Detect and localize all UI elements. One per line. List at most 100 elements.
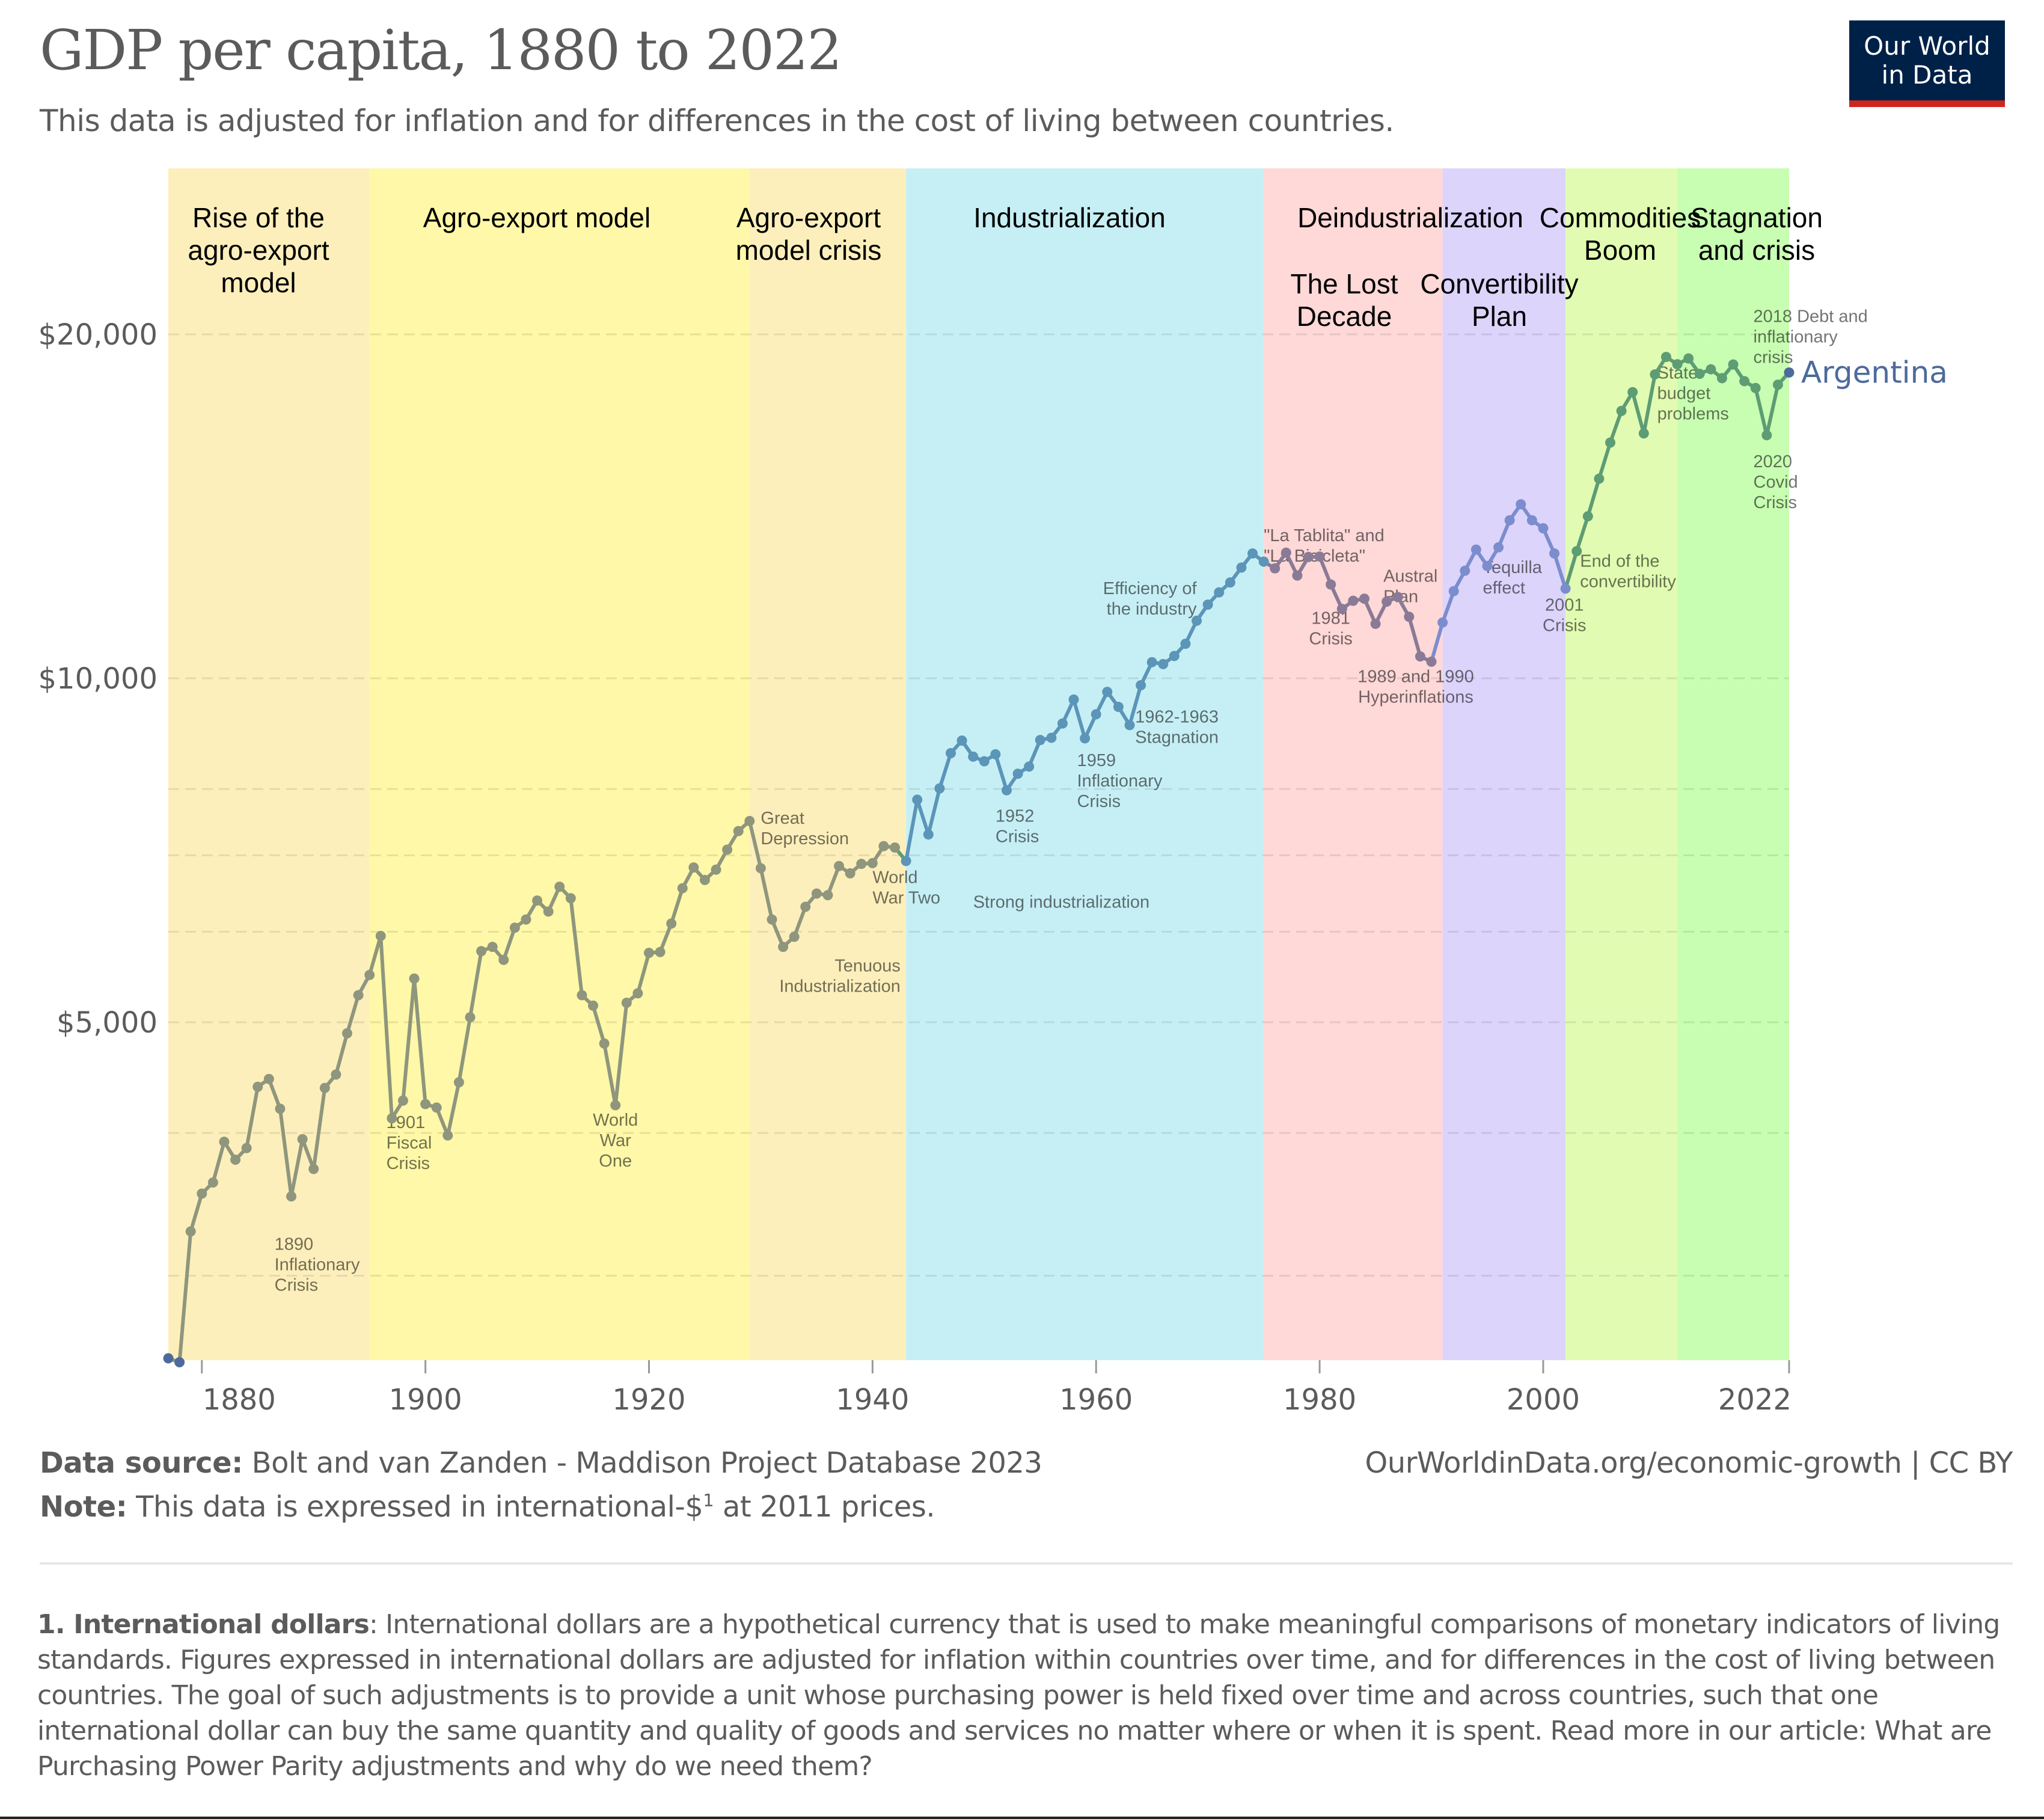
annotation: Tenuous Industrialization — [779, 956, 901, 996]
annotation: 1952 Crisis — [996, 807, 1039, 847]
data-point — [1616, 405, 1627, 416]
series-segment — [1586, 477, 1601, 518]
annotation-line: Depression — [760, 829, 849, 848]
annotation-line: Crisis — [996, 827, 1039, 847]
data-point — [1202, 600, 1213, 610]
data-point — [219, 1136, 230, 1147]
data-point — [509, 922, 520, 933]
data-point — [364, 969, 375, 980]
data-point — [252, 1081, 263, 1092]
period-labels: Rise of the agro-export model Agro-export m… — [188, 202, 1823, 332]
series-segment — [1608, 409, 1624, 445]
data-point — [688, 862, 699, 873]
data-point — [577, 990, 587, 1001]
period-label: Commodities Boom — [1540, 202, 1701, 266]
series-segment — [569, 896, 584, 998]
data-point — [1538, 523, 1549, 534]
data-point — [1359, 594, 1369, 604]
annotation-line: Austral — [1383, 566, 1437, 586]
data-point — [644, 948, 655, 959]
data-point — [319, 1082, 330, 1093]
y-tick-label: $10,000 — [38, 662, 158, 696]
data-point — [498, 954, 509, 965]
period-label: Industrialization — [973, 202, 1166, 233]
period-label: Rise of the agro-export model — [188, 202, 329, 298]
chart-subtitle: This data is adjusted for inflation and … — [40, 103, 1394, 138]
data-point — [1560, 583, 1571, 594]
data-point — [1750, 382, 1761, 393]
data-point — [1292, 570, 1303, 581]
data-point — [1448, 586, 1459, 597]
annotation-line: 1989 and 1990 — [1357, 667, 1474, 687]
series-segment — [1128, 683, 1143, 727]
data-point — [1672, 359, 1683, 370]
data-point — [588, 1000, 599, 1011]
data-point — [1370, 618, 1381, 629]
data-point — [1516, 499, 1526, 510]
series-segment — [904, 797, 919, 863]
data-point — [1236, 562, 1247, 573]
annotation-line: problems — [1657, 404, 1729, 423]
data-point — [375, 930, 386, 941]
annotation: World War One — [593, 1111, 638, 1171]
annotation-line: Hyperinflations — [1358, 688, 1473, 707]
data-point — [845, 868, 855, 879]
series-segment — [334, 1031, 349, 1076]
data-point — [554, 882, 565, 892]
data-point — [565, 893, 576, 904]
series-segment — [993, 752, 1009, 793]
note-footnote-ref[interactable]: 1 — [703, 1490, 714, 1511]
data-point — [1001, 785, 1012, 796]
data-point — [923, 829, 934, 840]
data-point — [1404, 612, 1415, 622]
annotation-line: Crisis — [1754, 493, 1798, 512]
annotation-line: War — [600, 1131, 631, 1150]
x-axis: 1880 1900 1920 1940 1960 1980 2000 2022 — [201, 1360, 1792, 1417]
series-segment — [1552, 551, 1568, 590]
data-point — [1080, 733, 1091, 744]
data-point — [1460, 565, 1470, 576]
series-segment — [345, 993, 361, 1035]
series-segment — [1764, 382, 1780, 437]
footnote-text: : International dollars are a hypothetic… — [37, 1609, 2000, 1782]
series-segment — [1630, 390, 1646, 435]
data-point — [755, 863, 766, 874]
data-point — [867, 857, 878, 868]
data-point — [1549, 548, 1560, 559]
owid-logo[interactable]: Our World in Data — [1849, 20, 2005, 107]
data-point — [1180, 639, 1191, 649]
data-point — [1270, 563, 1281, 574]
data-point — [956, 735, 967, 746]
note: Note: This data is expressed in internat… — [40, 1490, 935, 1524]
data-point — [744, 815, 755, 826]
data-point — [1638, 428, 1649, 439]
series-segment — [602, 1041, 617, 1108]
annotation-line: Industrialization — [779, 977, 901, 996]
note-text-post: at 2011 prices. — [714, 1490, 935, 1524]
annotation-line: 2001 — [1545, 596, 1584, 615]
annotation-line: Crisis — [387, 1154, 430, 1173]
data-point — [1739, 376, 1750, 387]
series-segment — [367, 934, 383, 977]
data-point — [241, 1143, 252, 1153]
data-point — [878, 841, 889, 851]
period-label-line: Deindustrialization — [1297, 202, 1523, 233]
data-point — [1303, 551, 1314, 562]
data-point — [1258, 556, 1269, 567]
data-point — [890, 842, 901, 853]
period-label-line: and crisis — [1698, 235, 1815, 266]
data-point — [811, 888, 822, 899]
data-point — [1124, 720, 1135, 731]
series-segment — [759, 866, 774, 922]
x-tick-label: 1980 — [1283, 1383, 1356, 1417]
annotation: "La Tablita" and "La Bicicleta" — [1264, 526, 1385, 566]
data-point — [1594, 473, 1605, 484]
data-point — [409, 973, 420, 984]
source-url[interactable]: OurWorldinData.org/economic-growth | CC … — [1365, 1446, 2013, 1480]
data-point — [331, 1069, 341, 1080]
data-point — [397, 1095, 408, 1106]
data-point — [1057, 718, 1068, 729]
series-segment — [747, 819, 763, 870]
annotation: 1989 and 1990 Hyperinflations — [1357, 667, 1474, 707]
data-point — [621, 998, 632, 1008]
